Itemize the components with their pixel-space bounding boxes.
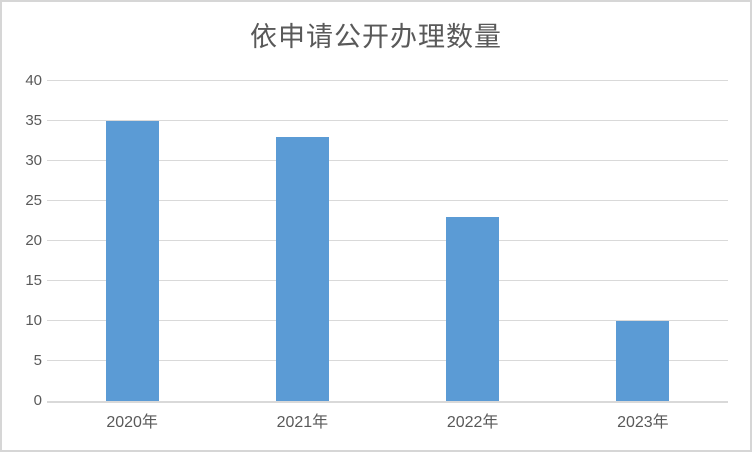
y-tick-label: 20 — [25, 232, 42, 249]
chart-title: 依申请公开办理数量 — [250, 22, 502, 52]
x-tick-label: 2021年 — [276, 414, 329, 431]
gridline — [47, 120, 728, 121]
gridline — [47, 160, 728, 161]
y-tick-label: 10 — [25, 312, 42, 329]
plot-area — [47, 80, 728, 403]
gridline — [47, 280, 728, 281]
y-tick-label: 35 — [25, 112, 42, 129]
gridline — [47, 200, 728, 201]
gridline — [47, 240, 728, 241]
bar-2023年 — [616, 321, 670, 401]
y-tick-label: 5 — [33, 352, 42, 369]
y-tick-label: 30 — [25, 152, 42, 169]
x-tick-label: 2022年 — [446, 414, 499, 431]
y-tick-label: 25 — [25, 192, 42, 209]
x-tick-label: 2023年 — [617, 414, 669, 431]
y-tick-label: 15 — [25, 272, 42, 289]
y-tick-label: 0 — [33, 392, 42, 409]
bar-2022年 — [446, 217, 500, 401]
x-tick-label: 2020年 — [106, 414, 158, 431]
gridline — [47, 360, 728, 361]
gridline — [47, 80, 728, 81]
gridline — [47, 320, 728, 321]
bar-2021年 — [275, 137, 329, 401]
y-tick-label: 40 — [25, 72, 42, 89]
bar-2020年 — [105, 121, 159, 401]
